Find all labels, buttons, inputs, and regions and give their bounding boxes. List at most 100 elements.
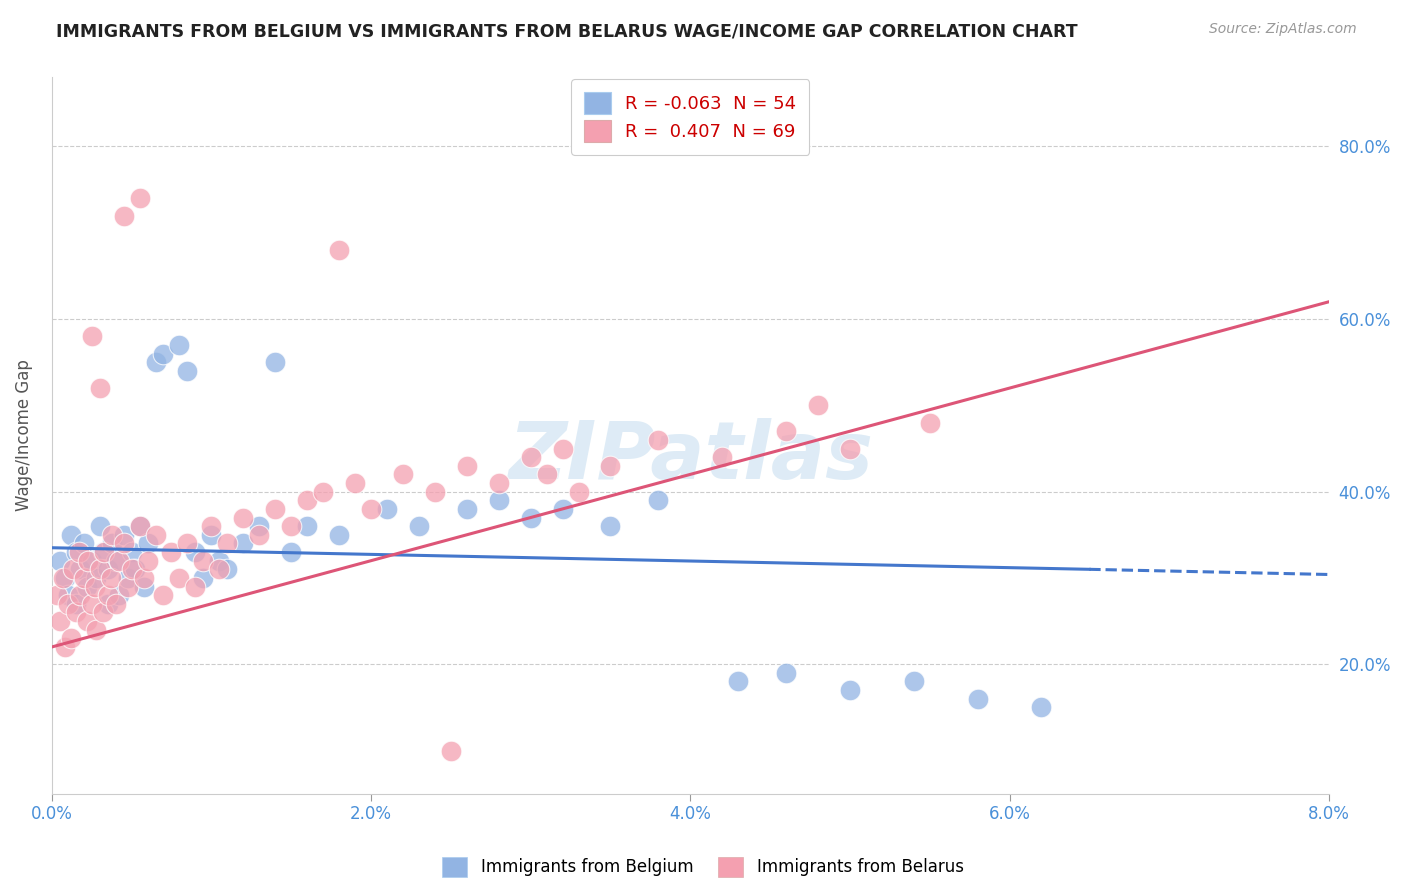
Point [101, 528, 124, 542]
Point [128, 519, 150, 533]
Point [423, 484, 446, 499]
Point [200, 528, 222, 542]
Point [65, 597, 87, 611]
Point [65, 545, 87, 559]
Point [86, 623, 108, 637]
Point [392, 467, 415, 482]
Point [280, 545, 302, 559]
Point [121, 562, 143, 576]
Point [53, 640, 76, 654]
Point [97, 562, 120, 576]
Point [48, 554, 70, 568]
Point [136, 554, 159, 568]
Point [73, 536, 96, 550]
Point [59, 632, 82, 646]
Point [104, 554, 127, 568]
Point [134, 580, 156, 594]
Point [107, 588, 129, 602]
Point [551, 502, 574, 516]
Point [328, 243, 350, 257]
Point [295, 493, 318, 508]
Point [200, 519, 222, 533]
Point [136, 536, 159, 550]
Point [647, 493, 669, 508]
Point [838, 683, 860, 698]
Point [48, 614, 70, 628]
Point [169, 338, 191, 352]
Point [247, 519, 270, 533]
Point [176, 364, 198, 378]
Point [775, 665, 797, 680]
Point [56, 597, 79, 611]
Point [112, 536, 135, 550]
Point [247, 528, 270, 542]
Point [775, 424, 797, 438]
Point [264, 355, 287, 369]
Point [408, 519, 430, 533]
Point [456, 502, 478, 516]
Point [169, 571, 191, 585]
Point [567, 484, 589, 499]
Legend: R = -0.063  N = 54, R =  0.407  N = 69: R = -0.063 N = 54, R = 0.407 N = 69 [571, 79, 810, 155]
Point [152, 588, 174, 602]
Point [91, 606, 114, 620]
Point [59, 528, 82, 542]
Point [440, 743, 463, 757]
Point [89, 381, 111, 395]
Point [160, 545, 183, 559]
Point [145, 355, 167, 369]
Point [838, 442, 860, 456]
Point [93, 545, 115, 559]
Point [76, 580, 98, 594]
Point [52, 571, 75, 585]
Point [107, 554, 129, 568]
Point [360, 502, 382, 516]
Point [124, 562, 146, 576]
Point [86, 571, 108, 585]
Text: Source: ZipAtlas.com: Source: ZipAtlas.com [1209, 22, 1357, 37]
Point [100, 571, 122, 585]
Point [77, 554, 100, 568]
Point [488, 493, 510, 508]
Point [280, 519, 302, 533]
Point [112, 209, 135, 223]
Point [184, 580, 207, 594]
Point [599, 458, 621, 473]
Point [208, 562, 231, 576]
Point [80, 329, 103, 343]
Point [91, 545, 114, 559]
Point [83, 580, 105, 594]
Point [97, 597, 120, 611]
Point [73, 571, 96, 585]
Point [89, 562, 111, 576]
Point [67, 545, 90, 559]
Point [104, 597, 127, 611]
Point [918, 416, 941, 430]
Point [295, 519, 318, 533]
Point [80, 597, 103, 611]
Point [647, 433, 669, 447]
Point [193, 571, 215, 585]
Point [117, 571, 139, 585]
Point [519, 510, 541, 524]
Point [264, 502, 287, 516]
Point [536, 467, 558, 482]
Point [208, 554, 231, 568]
Point [344, 476, 367, 491]
Text: IMMIGRANTS FROM BELGIUM VS IMMIGRANTS FROM BELARUS WAGE/INCOME GAP CORRELATION C: IMMIGRANTS FROM BELGIUM VS IMMIGRANTS FR… [56, 22, 1078, 40]
Point [217, 536, 239, 550]
Point [232, 510, 254, 524]
Point [217, 562, 239, 576]
Point [101, 536, 124, 550]
Point [69, 562, 91, 576]
Point [176, 536, 198, 550]
Point [56, 588, 79, 602]
Point [232, 536, 254, 550]
Point [152, 346, 174, 360]
Point [65, 606, 87, 620]
Y-axis label: Wage/Income Gap: Wage/Income Gap [15, 359, 32, 511]
Point [328, 528, 350, 542]
Point [966, 691, 988, 706]
Point [62, 562, 84, 576]
Point [80, 554, 103, 568]
